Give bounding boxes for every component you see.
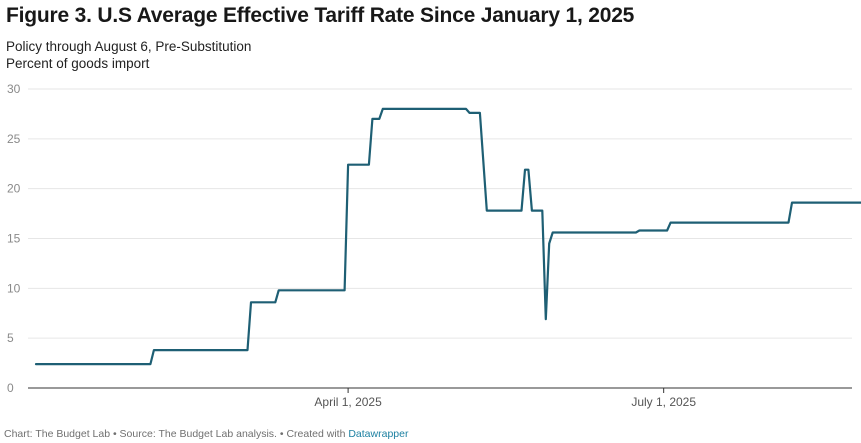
chart-title: Figure 3. U.S Average Effective Tariff R… bbox=[6, 4, 635, 27]
x-tick-label-0: April 1, 2025 bbox=[314, 395, 382, 409]
footer-credits: Chart: The Budget Lab • Source: The Budg… bbox=[4, 428, 346, 440]
y-tick-label-20: 20 bbox=[7, 182, 21, 196]
y-tick-label-10: 10 bbox=[7, 281, 21, 295]
x-axis-ticks: April 1, 2025 July 1, 2025 bbox=[314, 388, 696, 409]
y-axis-ticks: 0 5 10 15 20 25 30 bbox=[7, 82, 21, 395]
subtitle-line-policy: Policy through August 6, Pre-Substitutio… bbox=[6, 39, 252, 54]
chart-subtitle: Policy through August 6, Pre-Substitutio… bbox=[6, 38, 251, 72]
datawrapper-link[interactable]: Datawrapper bbox=[348, 428, 409, 440]
gridlines bbox=[28, 88, 852, 389]
y-tick-label-5: 5 bbox=[7, 331, 14, 345]
line-chart: 0 5 10 15 20 25 30 April 1, 2025 July 1, 2025 bbox=[7, 82, 861, 409]
y-tick-label-15: 15 bbox=[7, 232, 21, 246]
y-tick-label-0: 0 bbox=[7, 381, 14, 395]
series-group bbox=[34, 107, 861, 366]
y-tick-label-30: 30 bbox=[7, 82, 21, 96]
chart-footer: Chart: The Budget Lab • Source: The Budg… bbox=[4, 428, 408, 440]
x-tick-label-1: July 1, 2025 bbox=[631, 395, 696, 409]
y-tick-label-25: 25 bbox=[7, 132, 21, 146]
subtitle-line-unit: Percent of goods import bbox=[6, 56, 150, 71]
series-line-0 bbox=[34, 107, 861, 366]
